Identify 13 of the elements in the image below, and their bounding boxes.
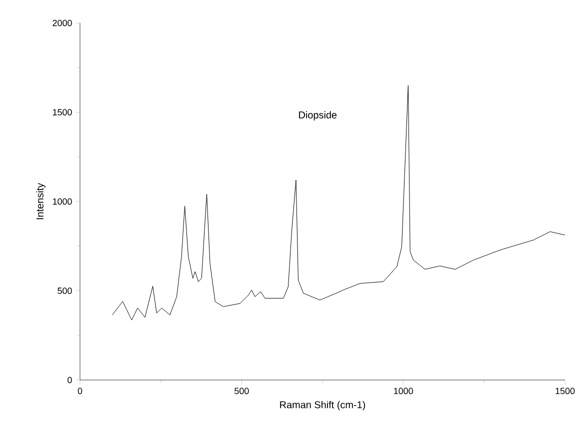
y-tick-label: 1000 bbox=[52, 198, 72, 205]
x-axis-title: Raman Shift (cm-1) bbox=[280, 400, 366, 410]
x-tick-label: 500 bbox=[234, 388, 249, 394]
y-tick-label: 2000 bbox=[52, 20, 72, 26]
y-tick-label: 500 bbox=[58, 288, 72, 294]
annotation: Diopside bbox=[299, 111, 337, 120]
y-tick-label: 1500 bbox=[52, 109, 72, 116]
y-axis-title: Intensity bbox=[36, 182, 46, 220]
x-tick-label: 0 bbox=[78, 388, 82, 394]
x-tick-label: 1500 bbox=[556, 388, 575, 394]
y-tick-label: 0 bbox=[68, 376, 72, 384]
line-series bbox=[112, 85, 566, 320]
x-tick-label: 1000 bbox=[394, 388, 413, 394]
